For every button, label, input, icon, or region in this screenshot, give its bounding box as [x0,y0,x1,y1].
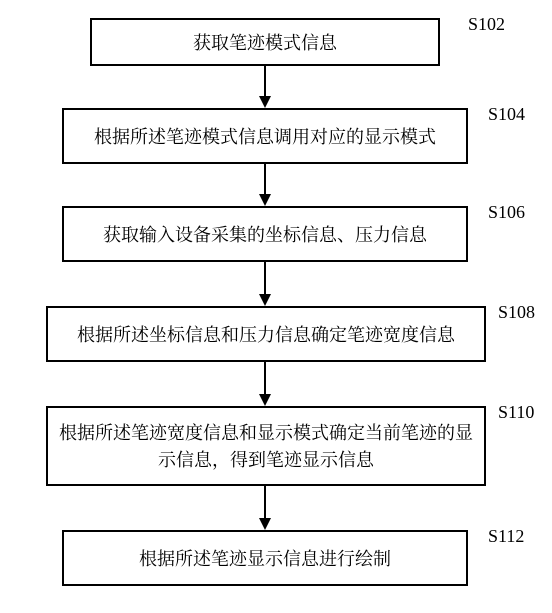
flow-node-n5: 根据所述笔迹宽度信息和显示模式确定当前笔迹的显示信息，得到笔迹显示信息 [46,406,486,486]
flow-edge-arrowhead [259,294,271,306]
flow-node-text: 根据所述笔迹宽度信息和显示模式确定当前笔迹的显示信息，得到笔迹显示信息 [58,419,474,473]
flow-node-n2: 根据所述笔迹模式信息调用对应的显示模式 [62,108,468,164]
flow-node-text: 获取笔迹模式信息 [193,29,337,56]
flow-step-label-S108: S108 [498,302,535,323]
flow-step-label-S102: S102 [468,14,505,35]
flow-node-n3: 获取输入设备采集的坐标信息、压力信息 [62,206,468,262]
flow-node-text: 根据所述坐标信息和压力信息确定笔迹宽度信息 [77,321,455,348]
flow-node-text: 获取输入设备采集的坐标信息、压力信息 [103,221,427,248]
flow-edge-line [264,486,266,518]
flow-node-text: 根据所述笔迹模式信息调用对应的显示模式 [94,123,436,150]
flow-edge-arrowhead [259,518,271,530]
flowchart-canvas: 获取笔迹模式信息 S102 根据所述笔迹模式信息调用对应的显示模式 S104 获取输入设… [0,0,552,613]
flow-step-label-S104: S104 [488,104,525,125]
flow-node-text: 根据所述笔迹显示信息进行绘制 [139,545,391,572]
flow-node-n1: 获取笔迹模式信息 [90,18,440,66]
flow-step-label-S110: S110 [498,402,534,423]
flow-step-label-S106: S106 [488,202,525,223]
flow-edge-arrowhead [259,96,271,108]
flow-node-n4: 根据所述坐标信息和压力信息确定笔迹宽度信息 [46,306,486,362]
flow-edge-line [264,164,266,194]
flow-edge-line [264,262,266,294]
flow-node-n6: 根据所述笔迹显示信息进行绘制 [62,530,468,586]
flow-edge-arrowhead [259,194,271,206]
flow-step-label-S112: S112 [488,526,524,547]
flow-edge-line [264,66,266,96]
flow-edge-arrowhead [259,394,271,406]
flow-edge-line [264,362,266,394]
